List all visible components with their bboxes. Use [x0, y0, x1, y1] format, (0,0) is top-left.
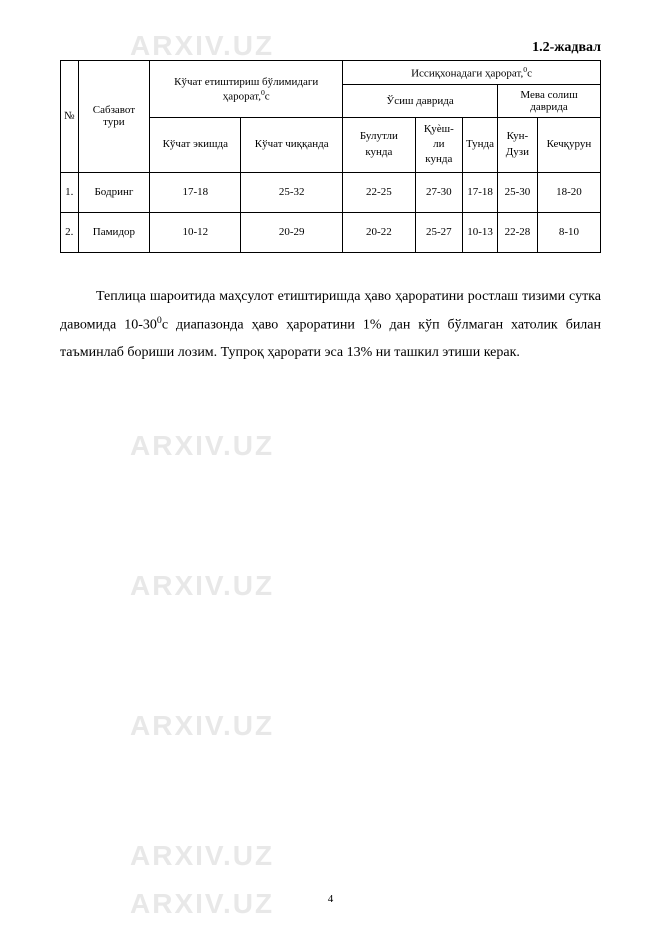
col-growth-period: Ўсиш даврида — [343, 84, 498, 117]
watermark: ARXIV.UZ — [130, 888, 274, 920]
col-greenhouse: Иссиқхонадаги ҳарорат,0с — [343, 61, 601, 85]
table-title: 1.2-жадвал — [60, 40, 601, 56]
cell-value: 25-27 — [415, 212, 462, 252]
cell-value: 10-13 — [463, 212, 498, 252]
data-table: № Сабзавот тури Кўчат етиштириш бўлимида… — [60, 60, 601, 253]
cell-name: Бодринг — [78, 172, 150, 212]
watermark: ARXIV.UZ — [130, 710, 274, 742]
col-type: Сабзавот тури — [78, 61, 150, 173]
watermark: ARXIV.UZ — [130, 840, 274, 872]
cell-value: 8-10 — [537, 212, 600, 252]
sub-cloudy: Булутли кунда — [343, 117, 416, 172]
cell-value: 20-29 — [241, 212, 343, 252]
page-number: 4 — [328, 893, 334, 905]
sub-night: Тунда — [463, 117, 498, 172]
cell-num: 2. — [61, 212, 79, 252]
col-num: № — [61, 61, 79, 173]
table-row: 1. Бодринг 17-18 25-32 22-25 27-30 17-18… — [61, 172, 601, 212]
col-transplant: Кўчат етиштириш бўлимидаги ҳарорат,0с — [150, 61, 343, 118]
cell-value: 10-12 — [150, 212, 241, 252]
cell-value: 20-22 — [343, 212, 416, 252]
cell-num: 1. — [61, 172, 79, 212]
table-row: 2. Памидор 10-12 20-29 20-22 25-27 10-13… — [61, 212, 601, 252]
sub-sunny: Қуѐш-ли кунда — [415, 117, 462, 172]
cell-value: 22-28 — [498, 212, 538, 252]
cell-value: 25-30 — [498, 172, 538, 212]
body-paragraph: Теплица шароитида маҳсулот етиштиришда ҳ… — [60, 283, 601, 368]
header-row-1: № Сабзавот тури Кўчат етиштириш бўлимида… — [61, 61, 601, 85]
cell-value: 17-18 — [150, 172, 241, 212]
watermark: ARXIV.UZ — [130, 570, 274, 602]
sub-planting: Кўчат экишда — [150, 117, 241, 172]
sub-day: Кун-Дузи — [498, 117, 538, 172]
sub-evening: Кечқурун — [537, 117, 600, 172]
page-content: 1.2-жадвал № Сабзавот тури Кўчат етиштир… — [60, 40, 601, 367]
cell-value: 17-18 — [463, 172, 498, 212]
cell-value: 25-32 — [241, 172, 343, 212]
cell-value: 27-30 — [415, 172, 462, 212]
cell-name: Памидор — [78, 212, 150, 252]
watermark: ARXIV.UZ — [130, 430, 274, 462]
cell-value: 22-25 — [343, 172, 416, 212]
cell-value: 18-20 — [537, 172, 600, 212]
col-fruit-period: Мева солиш даврида — [498, 84, 601, 117]
sub-emergence: Кўчат чиққанда — [241, 117, 343, 172]
